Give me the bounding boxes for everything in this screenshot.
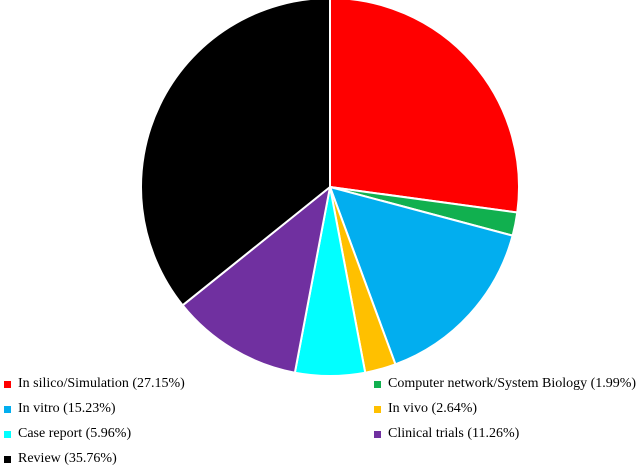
pie-slice-in-silico-simulation bbox=[329, 0, 520, 214]
pie-slice-clinical-trials bbox=[181, 186, 331, 374]
pie-slice-in-vitro bbox=[329, 186, 514, 366]
pie-slice-review bbox=[140, 0, 331, 307]
